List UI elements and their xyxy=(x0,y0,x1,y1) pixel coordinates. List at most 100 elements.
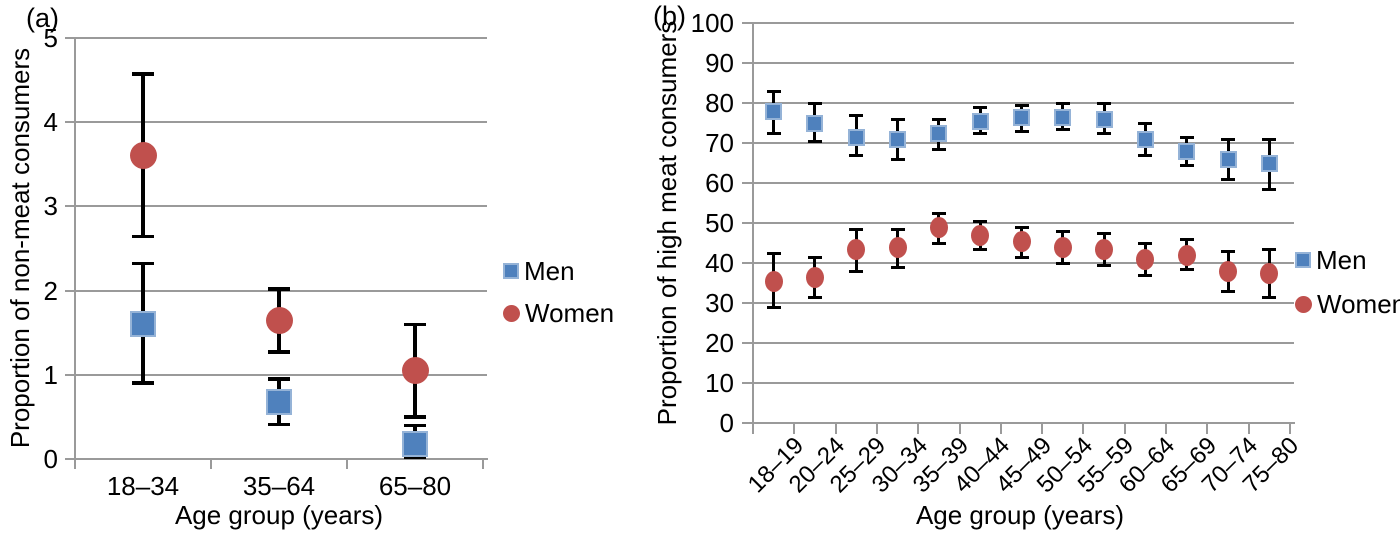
y-tick-label: 20 xyxy=(705,328,734,358)
error-bar-cap xyxy=(890,157,905,161)
panel-b-x-axis-title: Age group (years) xyxy=(915,500,1125,530)
panel-b-label: (b) xyxy=(653,1,686,31)
error-bar-cap xyxy=(1097,101,1112,105)
y-axis-tick xyxy=(65,37,75,39)
x-axis-tick xyxy=(1289,423,1291,434)
y-axis-tick xyxy=(742,142,753,144)
panel-a-y-axis-title: Proportion of non-meat consumers xyxy=(5,47,35,449)
panel-b-legend: Men Women xyxy=(1295,245,1400,333)
y-tick-label: 70 xyxy=(705,128,734,158)
y-axis-tick xyxy=(742,62,753,64)
error-bar-cap xyxy=(1055,261,1070,265)
error-bar-cap xyxy=(1097,131,1112,135)
gridline xyxy=(753,102,1294,104)
error-bar-cap xyxy=(807,101,822,105)
x-axis-tick xyxy=(482,459,484,469)
legend-label-men: Men xyxy=(1316,244,1367,275)
data-point-women xyxy=(1177,244,1196,266)
error-bar-cap xyxy=(1179,163,1194,167)
data-point-men xyxy=(1219,150,1237,168)
legend-label-men: Men xyxy=(524,255,575,286)
data-point-men xyxy=(806,114,824,132)
error-bar-cap xyxy=(766,305,781,309)
data-point-women xyxy=(847,238,866,260)
panel-a-legend: Men Women xyxy=(503,256,614,340)
data-point-women xyxy=(1012,230,1031,252)
y-tick-label: 3 xyxy=(43,191,58,222)
y-tick-label: 40 xyxy=(705,248,734,278)
error-bar-cap xyxy=(1014,255,1029,259)
gridline xyxy=(75,37,487,39)
y-tick-label: 50 xyxy=(705,208,734,238)
error-bar-cap xyxy=(1179,237,1194,241)
y-axis-tick xyxy=(742,342,753,344)
x-axis-tick xyxy=(74,459,76,469)
y-axis-tick xyxy=(742,302,753,304)
gridline xyxy=(753,142,1294,144)
panel-b-y-axis-title: Proportion of high meat consumers xyxy=(652,20,682,426)
error-bar-cap xyxy=(931,117,946,121)
y-tick-label: 4 xyxy=(43,107,58,138)
men-square-icon xyxy=(1295,252,1311,268)
gridline xyxy=(753,262,1294,264)
data-point-men xyxy=(266,388,292,415)
x-axis-tick xyxy=(1082,423,1085,434)
error-bar-cap xyxy=(766,89,781,93)
data-point-women xyxy=(265,307,293,335)
y-tick-label: 1 xyxy=(43,359,58,390)
x-axis-line xyxy=(74,458,488,460)
y-axis-tick xyxy=(742,102,753,104)
data-point-women xyxy=(1219,260,1238,282)
data-point-women xyxy=(401,357,429,385)
x-tick-label: 18–34 xyxy=(106,471,180,501)
error-bar-cap xyxy=(1262,295,1277,299)
error-bar-cap xyxy=(973,247,988,251)
error-bar-cap xyxy=(890,227,905,231)
error-bar-cap xyxy=(807,255,822,259)
data-point-men xyxy=(1136,130,1154,148)
gridline xyxy=(753,382,1294,384)
x-axis-tick xyxy=(958,423,961,434)
data-point-men xyxy=(402,430,428,457)
gridline xyxy=(753,342,1294,344)
y-tick-label: 5 xyxy=(43,23,58,53)
data-point-men xyxy=(1260,154,1278,172)
y-axis-tick xyxy=(65,373,75,376)
data-point-women xyxy=(971,224,990,246)
x-axis-tick xyxy=(210,459,212,469)
y-tick-label: 80 xyxy=(705,88,734,118)
gridline xyxy=(753,182,1294,184)
x-tick-label: 65–80 xyxy=(378,471,452,501)
x-axis-line xyxy=(752,422,1295,424)
panel-a-x-axis-title: Age group (years) xyxy=(174,500,384,530)
y-tick-label: 100 xyxy=(690,8,734,38)
error-bar-cap xyxy=(766,131,781,135)
error-bar-cap xyxy=(807,295,822,299)
gridline xyxy=(75,205,487,208)
legend-item-men: Men xyxy=(1295,245,1400,275)
error-bar-cap xyxy=(849,227,864,231)
x-axis-tick xyxy=(1165,423,1168,434)
y-tick-label: 0 xyxy=(719,408,734,438)
error-bar-cap xyxy=(1221,289,1236,293)
y-axis-line xyxy=(752,22,754,424)
data-point-men xyxy=(1178,142,1196,160)
error-bar-cap xyxy=(849,269,864,273)
error-bar-cap xyxy=(132,72,154,76)
error-bar-cap xyxy=(973,131,988,135)
error-bar-cap xyxy=(1179,135,1194,139)
error-bar-cap xyxy=(1138,121,1153,125)
y-axis-tick xyxy=(65,205,75,208)
error-bar-cap xyxy=(1097,263,1112,267)
y-tick-label: 90 xyxy=(705,48,734,78)
error-bar-cap xyxy=(132,381,154,385)
error-bar-cap xyxy=(973,105,988,109)
error-bar-cap xyxy=(1262,247,1277,251)
y-axis-tick xyxy=(742,182,753,184)
error-bar-cap xyxy=(1262,137,1277,141)
error-bar-cap xyxy=(1055,127,1070,131)
data-point-women xyxy=(888,236,907,258)
error-bar-cap xyxy=(973,219,988,223)
